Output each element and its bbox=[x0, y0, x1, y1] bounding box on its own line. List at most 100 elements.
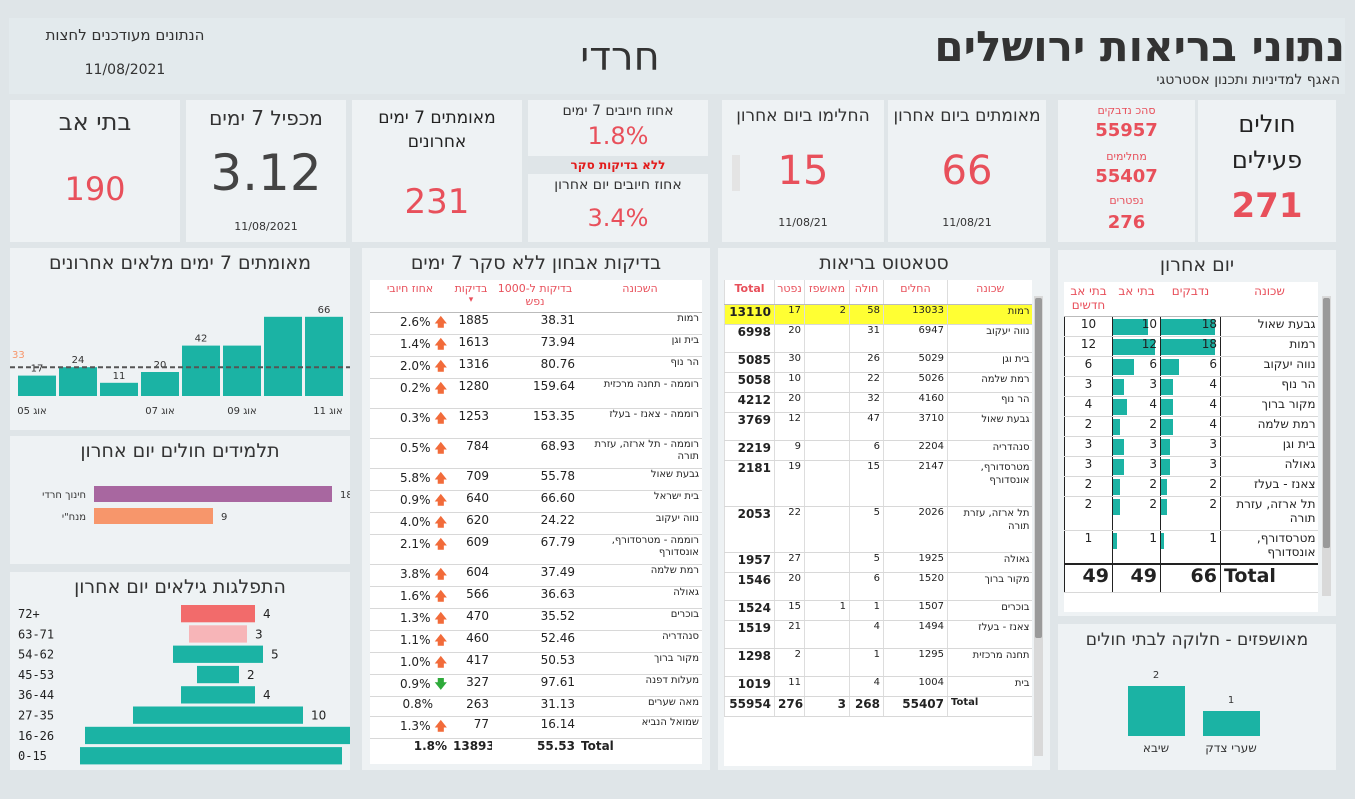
ages-bar bbox=[173, 645, 263, 663]
table-row: 1.3% 🡅 470 35.52 בוכרים bbox=[370, 608, 702, 631]
arrow-up-icon: 🡅 bbox=[430, 470, 447, 485]
data-bar bbox=[1113, 418, 1120, 435]
hosp-card: מאושפזים - חלוקה לבתי חולים 2 שיבא 1 שערי צ… bbox=[1058, 624, 1336, 770]
updated-date: 11/08/2021 bbox=[84, 62, 166, 78]
chart7-bar bbox=[182, 345, 220, 396]
students-category: מנח"י bbox=[62, 512, 86, 523]
table-row: 1524 15 1 1 1507 בוכרים bbox=[724, 600, 1032, 621]
chart7-tick: 05 אוג bbox=[17, 406, 46, 417]
hosp-value: 2 bbox=[1153, 670, 1159, 681]
table-row: 1 1 1 מטרסדורף, אונסדורף bbox=[1064, 530, 1318, 565]
table-row: 10 10 18 גבעת שאול bbox=[1064, 316, 1318, 337]
table-row: 1519 21 4 1494 צאנז - בעלז bbox=[724, 620, 1032, 649]
recovered-bar bbox=[732, 155, 740, 191]
table-row: 1.0% 🡅 417 50.53 מקור ברוך bbox=[370, 652, 702, 675]
chart7-avg-label: 33 bbox=[12, 350, 25, 361]
status-header[interactable]: נפטר bbox=[774, 280, 805, 305]
tests-header[interactable]: בדיקות ל-1000 נפש bbox=[492, 280, 578, 313]
confirmedday-date: 11/08/21 bbox=[942, 216, 992, 229]
status-header[interactable]: Total bbox=[724, 280, 775, 305]
chart7-tick: 09 אוג bbox=[227, 406, 256, 417]
table-row: 0.8% 263 31.13 מאה שערים bbox=[370, 696, 702, 717]
table-total-row: 55954 276 3 268 55407 Total bbox=[724, 696, 1032, 717]
table-row: 4 4 4 מקור ברוך bbox=[1064, 396, 1318, 417]
data-bar bbox=[1113, 358, 1134, 375]
tests-title: בדיקות אבחון ללא סקר 7 ימים bbox=[410, 252, 662, 274]
lastday-scrollbar[interactable] bbox=[1322, 296, 1331, 596]
lastday-header[interactable]: בתי אב bbox=[1112, 282, 1161, 317]
table-row: 2 2 2 תל ארזה, עזרת תורה bbox=[1064, 496, 1318, 531]
hosp-category: שיבא bbox=[1143, 741, 1169, 755]
hosp-category: שערי צדק bbox=[1205, 741, 1256, 755]
chart7-data-label: 20 bbox=[154, 360, 167, 371]
tests-card: בדיקות אבחון ללא סקר 7 ימים אחוז חיובי בד… bbox=[362, 248, 710, 770]
pos7-label: אחוז חיובים 7 ימים bbox=[562, 103, 674, 119]
chart7-bar bbox=[305, 316, 343, 396]
ages-card: התפלגות גילאים יום אחרון 72+ 4 63-71 3 54-62… bbox=[10, 572, 350, 770]
arrow-up-icon: 🡅 bbox=[430, 654, 447, 669]
arrow-up-icon: 🡅 bbox=[430, 380, 447, 395]
bati-av-label: בתי אב bbox=[58, 108, 132, 136]
ages-category: 45-53 bbox=[18, 668, 54, 682]
active-value: 271 bbox=[1231, 186, 1303, 226]
table-row: 5058 10 22 5026 רמת שלמה bbox=[724, 372, 1032, 393]
ages-category: 16-26 bbox=[18, 729, 54, 743]
ages-value: 3 bbox=[255, 627, 263, 641]
bati-av-value: 190 bbox=[64, 170, 126, 208]
table-total-row: 49 49 66 Total bbox=[1064, 564, 1318, 593]
hosp-bar bbox=[1128, 686, 1185, 736]
table-row: 2181 19 15 2147 מטרסדורף, אונסדורף bbox=[724, 460, 1032, 507]
ages-bar bbox=[80, 747, 342, 765]
confirmed7-card: מאומתים 7 ימים אחרונים 231 bbox=[352, 100, 522, 242]
status-card: סטאטוס בריאות Total נפטר מאושפז חולה החלים שכ… bbox=[718, 248, 1050, 770]
totals-card: סהכ נדבקים 55957 מחלימים 55407 נפטרים 27… bbox=[1058, 100, 1195, 242]
lastday-card: יום אחרון בתי אב חדשים בתי אב נדבקים שכונה 1… bbox=[1058, 250, 1336, 616]
lastday-header[interactable]: נדבקים bbox=[1160, 282, 1221, 317]
table-row: 6 6 6 נווה יעקוב bbox=[1064, 356, 1318, 377]
tests-header[interactable]: בדיקות ▾ bbox=[450, 280, 492, 313]
students-bar bbox=[94, 486, 332, 502]
lastday-header[interactable]: בתי אב חדשים bbox=[1064, 282, 1113, 317]
arrow-up-icon: 🡅 bbox=[430, 588, 447, 603]
status-header[interactable]: מאושפז bbox=[804, 280, 850, 305]
lastday-header[interactable]: שכונה bbox=[1220, 282, 1318, 317]
data-bar bbox=[1161, 458, 1170, 475]
students-category: חינוך חרדי bbox=[42, 490, 86, 501]
status-title: סטאטוס בריאות bbox=[819, 252, 949, 274]
status-scrollbar[interactable] bbox=[1034, 296, 1043, 756]
table-row: 3 3 3 בית וגן bbox=[1064, 436, 1318, 457]
data-bar bbox=[1161, 418, 1173, 435]
students-svg: חינוך חרדי 18 מנח"י 9 bbox=[42, 486, 350, 524]
arrow-up-icon: 🡅 bbox=[430, 718, 447, 733]
table-row: 2053 22 5 2026 תל ארזה, עזרת תורה bbox=[724, 506, 1032, 553]
page-subtitle: האגף למדיניות ותכנון אסטרטגי bbox=[1156, 72, 1340, 88]
tests-header[interactable]: השכונה bbox=[578, 280, 702, 313]
ages-bar bbox=[85, 726, 350, 745]
multiplier-label: מכפיל 7 ימים bbox=[209, 106, 323, 130]
table-row: 2.1% 🡅 609 67.79 רוממה - מטרסדורף, אונסדורף bbox=[370, 534, 702, 565]
chart7-data-label: 66 bbox=[318, 305, 331, 316]
hosp-svg: 2 שיבא 1 שערי צדק bbox=[1128, 670, 1260, 755]
tests-table: אחוז חיובי בדיקות ▾ בדיקות ל-1000 נפש השכונה… bbox=[370, 280, 702, 758]
table-row: 4212 20 32 4160 הר נוף bbox=[724, 392, 1032, 413]
pos7-value: 1.8% bbox=[587, 122, 649, 150]
table-row: 2219 9 6 2204 סנהדריה bbox=[724, 440, 1032, 461]
ages-title: התפלגות גילאים יום אחרון bbox=[74, 576, 286, 598]
status-header[interactable]: החלים bbox=[883, 280, 948, 305]
tests-header[interactable]: אחוז חיובי bbox=[370, 280, 450, 313]
arrow-up-icon: 🡅 bbox=[430, 610, 447, 625]
status-table: Total נפטר מאושפז חולה החלים שכונה 13110 17 2 58 1… bbox=[724, 280, 1032, 717]
chart7-bar bbox=[223, 345, 261, 396]
ages-category: 0-15 bbox=[18, 749, 47, 763]
table-row: 1.6% 🡅 566 36.63 גאולה bbox=[370, 586, 702, 609]
hosp-bar bbox=[1203, 711, 1260, 736]
table-total-row: 1.8% 13893 55.53 Total bbox=[413, 738, 614, 753]
table-row: 5.8% 🡅 709 55.78 גבעת שאול bbox=[370, 468, 702, 491]
arrow-up-icon: 🡅 bbox=[430, 336, 447, 351]
status-header[interactable]: שכונה bbox=[947, 280, 1032, 305]
multiplier-card: מכפיל 7 ימים 3.12 11/08/2021 bbox=[186, 100, 346, 242]
students-bar bbox=[94, 508, 213, 524]
confirmedday-value: 66 bbox=[941, 148, 993, 194]
status-header[interactable]: חולה bbox=[849, 280, 884, 305]
chart7-bar bbox=[18, 375, 56, 396]
